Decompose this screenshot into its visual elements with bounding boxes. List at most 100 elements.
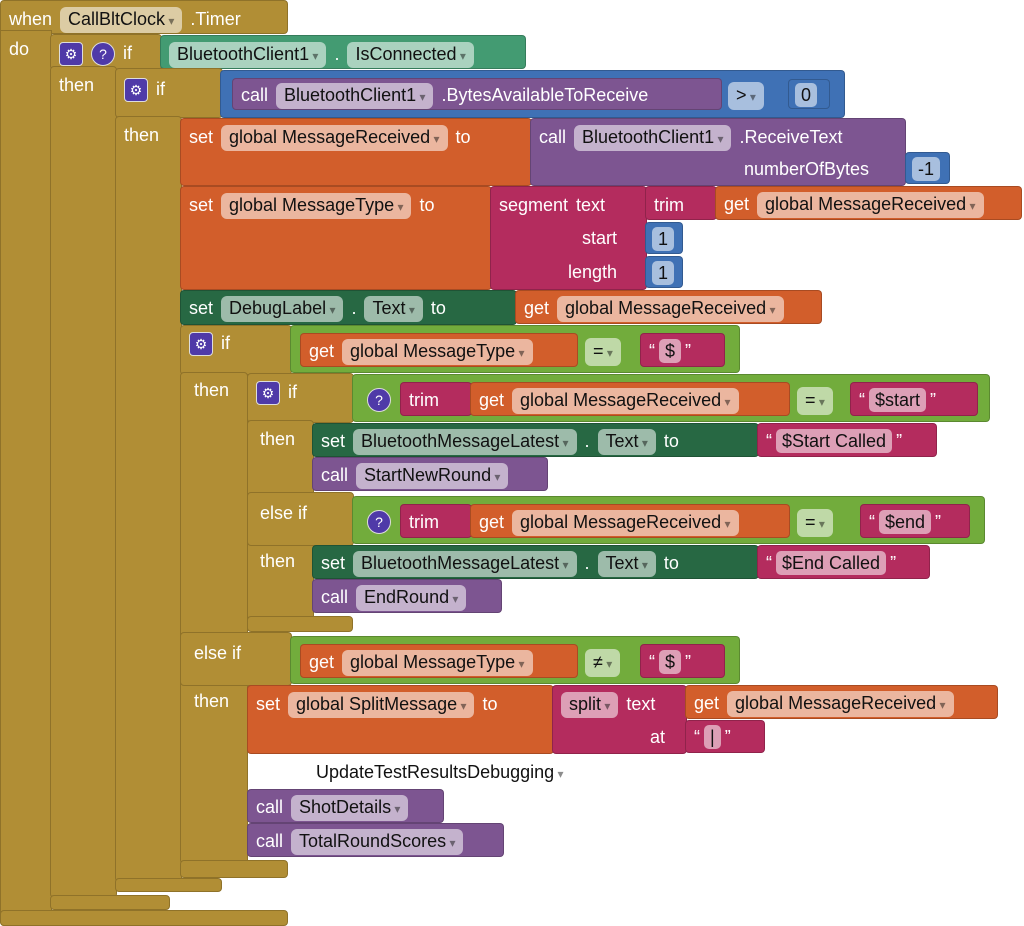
component-dropdown[interactable]: DebugLabel	[221, 296, 344, 322]
get-block[interactable]: get global MessageReceived	[470, 382, 790, 416]
call-end-round[interactable]: call EndRound	[312, 579, 502, 613]
text-value[interactable]: $End Called	[776, 551, 887, 575]
get-block[interactable]: get global MessageReceived	[685, 685, 998, 719]
get-block[interactable]: get global MessageReceived	[470, 504, 790, 538]
component-dropdown[interactable]: BluetoothClient1	[169, 42, 327, 68]
variable-dropdown[interactable]: global MessageReceived	[727, 691, 954, 717]
property-dropdown[interactable]: Text	[597, 551, 656, 577]
text-block[interactable]: “|”	[685, 720, 765, 753]
trim-block[interactable]: trim	[400, 382, 472, 416]
variable-dropdown[interactable]: global MessageType	[221, 193, 412, 219]
number-value[interactable]: 1	[652, 227, 675, 251]
split-block[interactable]: split text	[552, 685, 687, 754]
operator-dropdown[interactable]: >	[728, 82, 764, 110]
get-block[interactable]: get global MessageType	[300, 333, 578, 367]
help-icon[interactable]: ?	[367, 510, 391, 534]
text-block[interactable]: “$”	[640, 644, 725, 678]
gear-icon[interactable]: ⚙	[59, 42, 83, 66]
number-block[interactable]: 1	[645, 222, 683, 254]
text-value[interactable]: $	[659, 339, 682, 363]
get-label: get	[309, 652, 335, 672]
text-value[interactable]: $end	[879, 510, 932, 534]
text-value[interactable]: $	[659, 650, 682, 674]
text-block[interactable]: “$start”	[850, 382, 978, 416]
variable-dropdown[interactable]: global MessageType	[342, 339, 533, 365]
variable-dropdown[interactable]: global MessageReceived	[557, 296, 784, 322]
number-value[interactable]: 0	[795, 83, 818, 107]
gear-icon[interactable]: ⚙	[256, 381, 280, 405]
if-block-4[interactable]: ⚙ if	[247, 373, 354, 423]
call-label: call	[539, 127, 567, 147]
property-dropdown[interactable]: Text	[597, 429, 656, 455]
text-block[interactable]: “$”	[640, 333, 725, 367]
number-block[interactable]: -1	[905, 152, 950, 184]
help-icon[interactable]: ?	[91, 42, 115, 66]
if-block-1[interactable]: ⚙ ? if	[50, 34, 162, 70]
call-receive-text[interactable]: call BluetoothClient1 .ReceiveText	[530, 118, 906, 186]
length-label: length	[568, 262, 618, 282]
text-block[interactable]: “$End Called”	[757, 545, 930, 579]
gear-icon[interactable]: ⚙	[124, 78, 148, 102]
trim-block[interactable]: trim	[400, 504, 472, 538]
if-block-2[interactable]: ⚙ if	[115, 68, 223, 118]
property-dropdown[interactable]: Text	[364, 296, 423, 322]
number-value[interactable]: -1	[912, 157, 941, 181]
set-split-message[interactable]: set global SplitMessage to	[247, 685, 554, 754]
number-block[interactable]: 0	[788, 79, 830, 109]
component-dropdown[interactable]: CallBltClock	[60, 7, 183, 33]
set-label: set	[321, 431, 346, 451]
variable-dropdown[interactable]: global MessageReceived	[221, 125, 448, 151]
set-bluetooth-message-latest[interactable]: set BluetoothMessageLatest . Text to	[312, 545, 759, 579]
operator-dropdown[interactable]: =	[585, 338, 621, 366]
text-value[interactable]: $Start Called	[776, 429, 893, 453]
text-value[interactable]: |	[704, 725, 721, 749]
disabled-call-block[interactable]: UpdateTestResultsDebugging	[300, 758, 600, 786]
call-total-round-scores[interactable]: call TotalRoundScores	[247, 823, 504, 857]
operator-dropdown[interactable]: =	[797, 509, 833, 537]
segment-block[interactable]: segment text	[490, 186, 647, 290]
set-message-received[interactable]: set global MessageReceived to	[180, 118, 532, 186]
component-dropdown[interactable]: BluetoothClient1	[276, 83, 434, 109]
text-value[interactable]: $start	[869, 388, 927, 412]
component-dropdown[interactable]: BluetoothMessageLatest	[353, 551, 577, 577]
variable-dropdown[interactable]: global MessageReceived	[757, 192, 984, 218]
split-dropdown[interactable]: split	[561, 692, 619, 718]
trim-block[interactable]: trim	[645, 186, 717, 220]
call-bytes-available[interactable]: call BluetoothClient1 .BytesAvailableToR…	[232, 78, 722, 110]
procedure-dropdown[interactable]: StartNewRound	[356, 463, 509, 489]
procedure-dropdown[interactable]: UpdateTestResultsDebugging	[308, 760, 572, 786]
number-value[interactable]: 1	[652, 261, 675, 285]
operator-dropdown[interactable]: ≠	[585, 649, 621, 677]
to-label: to	[663, 431, 679, 451]
set-debuglabel-text[interactable]: set DebugLabel . Text to	[180, 290, 517, 325]
get-block[interactable]: get global MessageReceived	[715, 186, 1022, 220]
set-bluetooth-message-latest[interactable]: set BluetoothMessageLatest . Text to	[312, 423, 759, 457]
help-icon[interactable]: ?	[367, 388, 391, 412]
variable-dropdown[interactable]: global MessageType	[342, 650, 533, 676]
call-shot-details[interactable]: call ShotDetails	[247, 789, 444, 823]
gear-icon[interactable]: ⚙	[189, 332, 213, 356]
get-block[interactable]: get global MessageType	[300, 644, 578, 678]
component-dropdown[interactable]: BluetoothClient1	[574, 125, 732, 151]
component-getter-isconnected[interactable]: BluetoothClient1 . IsConnected	[160, 35, 526, 69]
text-block[interactable]: “$Start Called”	[757, 423, 937, 457]
operator-dropdown[interactable]: =	[797, 387, 833, 415]
variable-dropdown[interactable]: global MessageReceived	[512, 388, 739, 414]
procedure-dropdown[interactable]: TotalRoundScores	[291, 829, 464, 855]
procedure-dropdown[interactable]: EndRound	[356, 585, 467, 611]
variable-dropdown[interactable]: global SplitMessage	[288, 692, 475, 718]
component-dropdown[interactable]: BluetoothMessageLatest	[353, 429, 577, 455]
dot: .	[334, 44, 340, 64]
procedure-dropdown[interactable]: ShotDetails	[291, 795, 409, 821]
get-block[interactable]: get global MessageReceived	[515, 290, 822, 324]
number-block[interactable]: 1	[645, 256, 683, 288]
if-block-3[interactable]: ⚙ if	[180, 325, 292, 375]
trim-label: trim	[409, 512, 439, 532]
call-start-new-round[interactable]: call StartNewRound	[312, 457, 548, 491]
set-message-type[interactable]: set global MessageType to	[180, 186, 492, 290]
text-block[interactable]: “$end”	[860, 504, 970, 538]
call-label: call	[321, 465, 349, 485]
variable-dropdown[interactable]: global MessageReceived	[512, 510, 739, 536]
when-timer-event-block[interactable]: when CallBltClock .Timer	[0, 0, 288, 34]
property-dropdown[interactable]: IsConnected	[347, 42, 474, 68]
